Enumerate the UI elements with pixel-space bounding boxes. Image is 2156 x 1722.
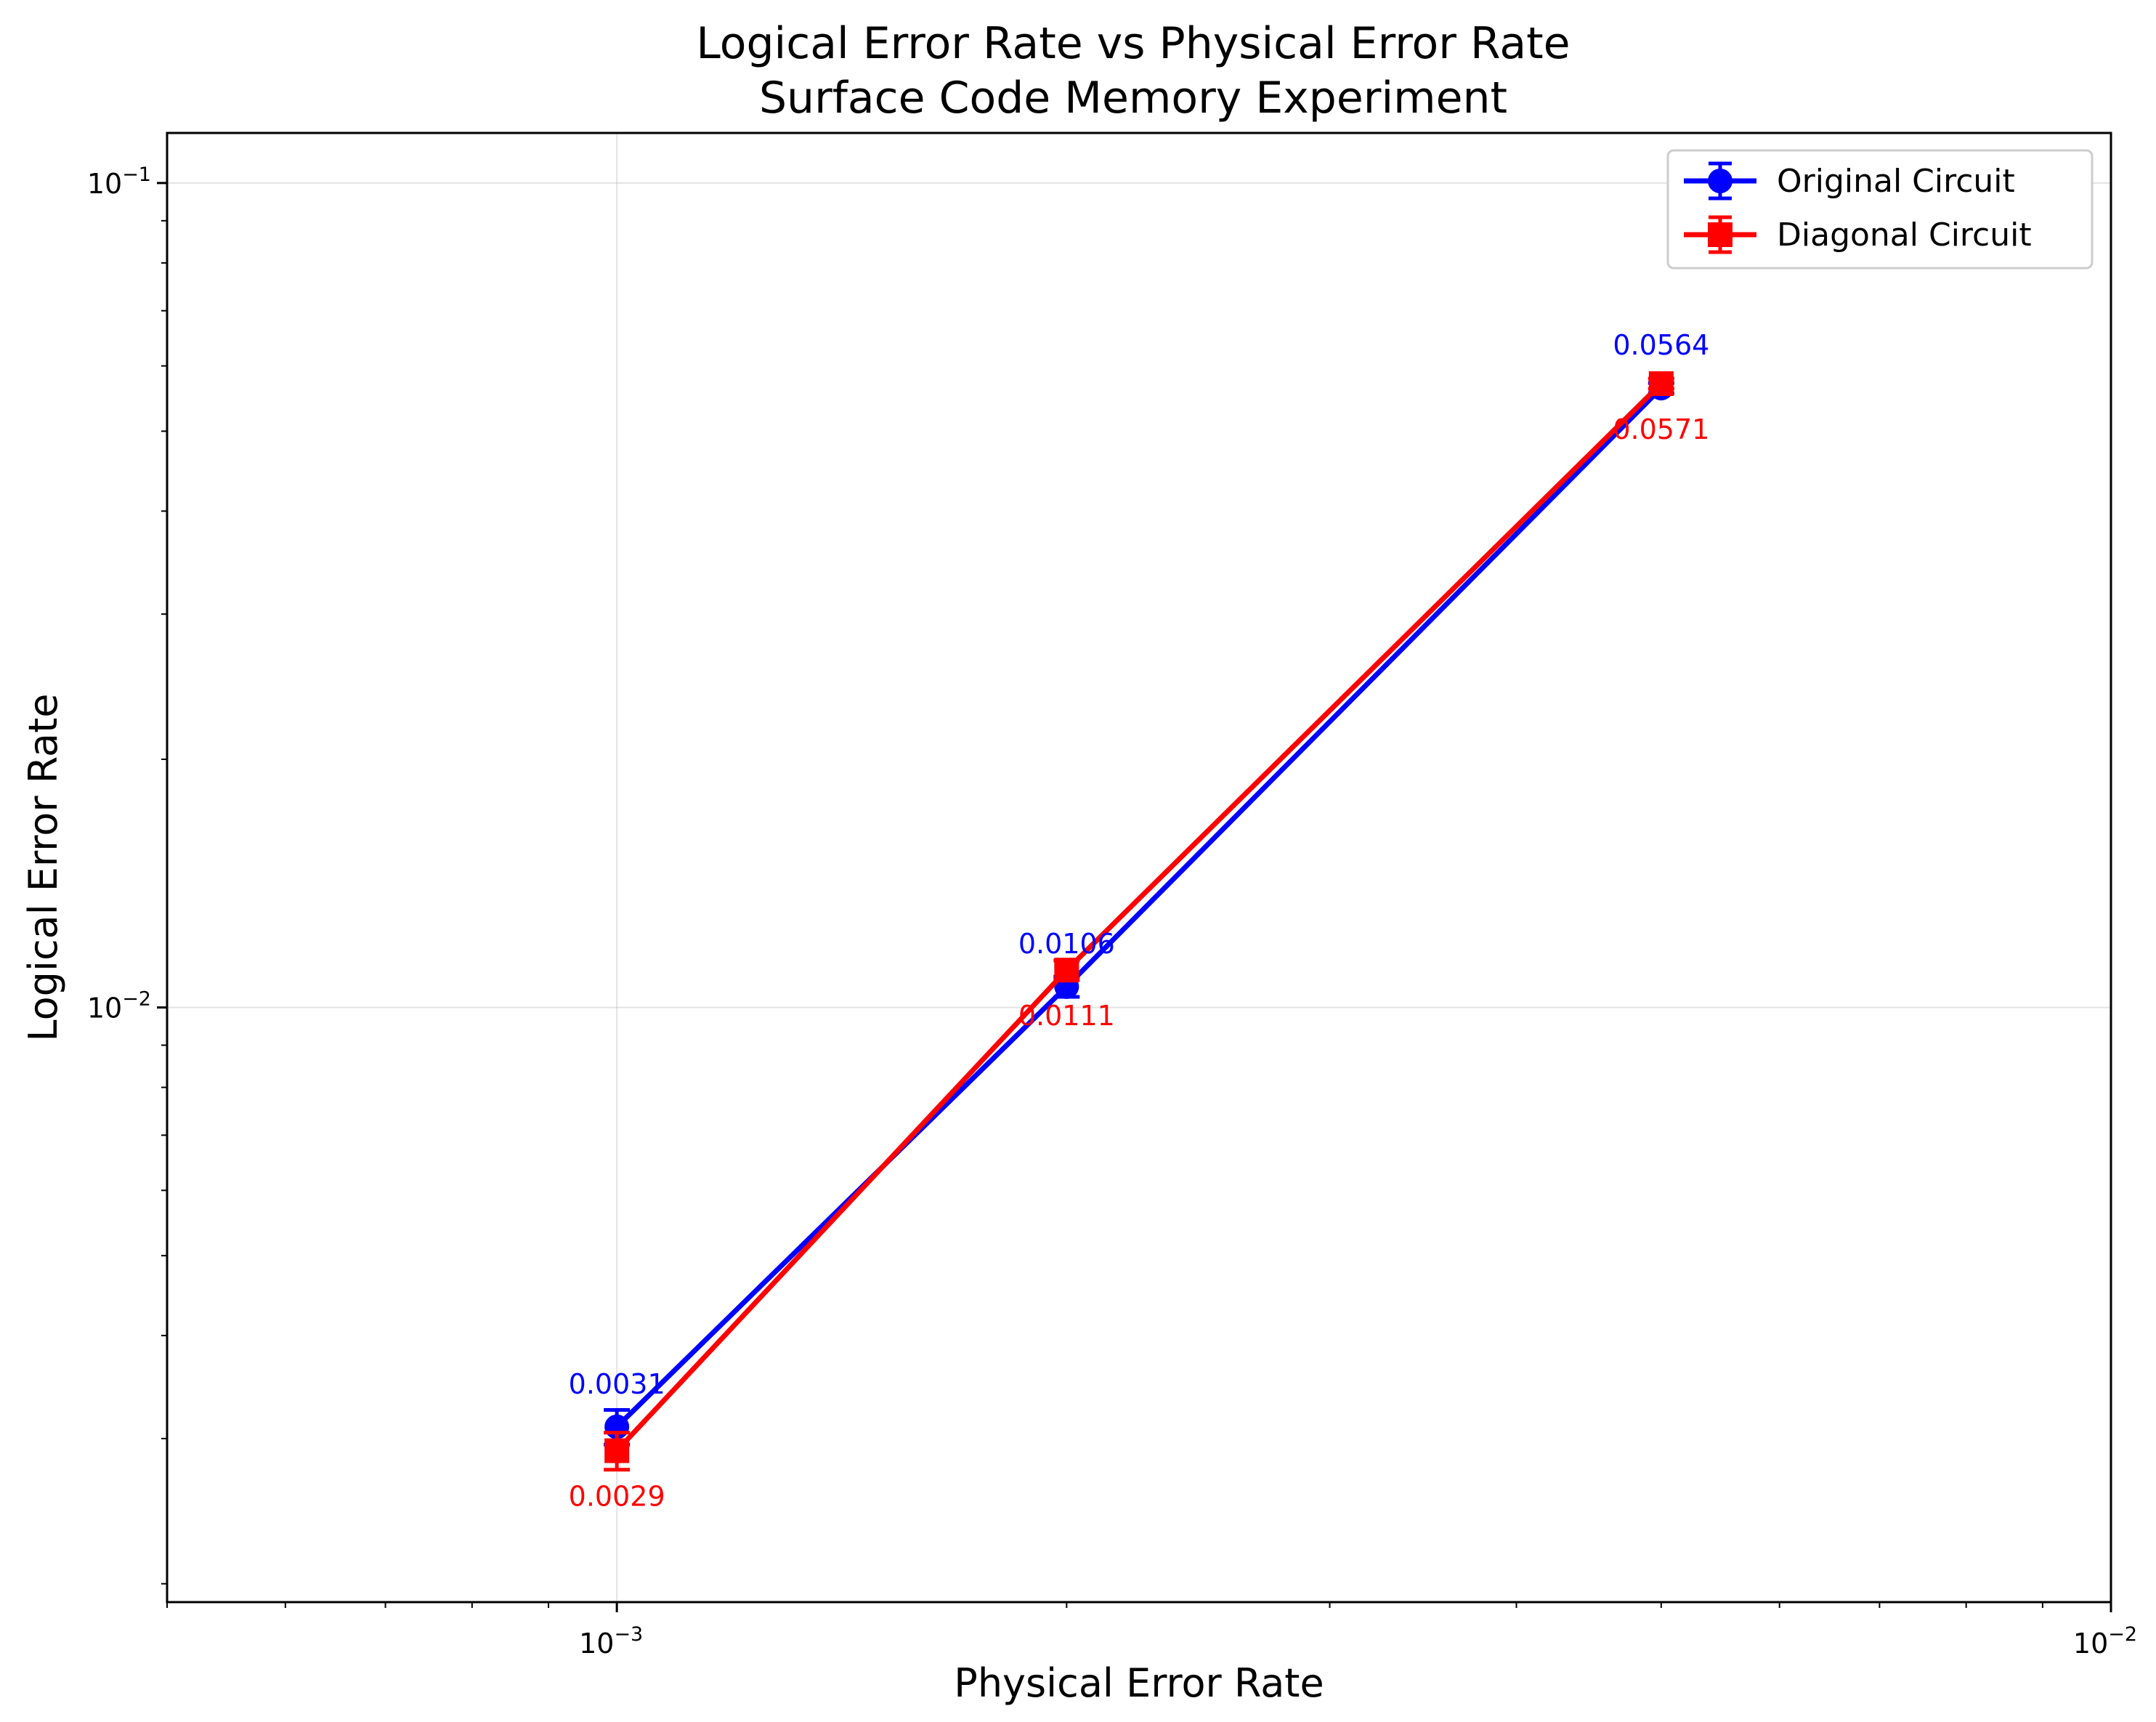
x-tick-label: 10−2 [2073, 1623, 2137, 1660]
x-tick-label-base: 10 [2073, 1628, 2108, 1660]
data-point-square [1648, 371, 1674, 397]
y-tick-label-exponent: −2 [122, 988, 151, 1011]
legend-box [1666, 149, 2094, 270]
data-label: 0.0111 [1018, 1000, 1115, 1032]
x-tick-label: 10−3 [579, 1623, 643, 1660]
y-tick-label-base: 10 [87, 168, 122, 200]
data-label: 0.0106 [1018, 928, 1115, 960]
y-axis-label: Logical Error Rate [20, 693, 66, 1041]
y-tick-label: 10−1 [87, 163, 151, 200]
data-labels: 0.0031 0.0106 0.0564 0.0029 0.0111 0.0571 [569, 329, 1710, 1513]
data-label: 0.0029 [569, 1481, 665, 1513]
x-axis-label: Physical Error Rate [954, 1660, 1324, 1706]
legend-entries: Original Circuit Diagonal Circuit [1684, 161, 2032, 254]
x-tick-label-exponent: −3 [614, 1623, 643, 1646]
legend-entry: Diagonal Circuit [1684, 215, 2032, 254]
series-diagonal [604, 371, 1674, 1472]
axis-ticks: 10−3 10−210−210−1 [87, 163, 2137, 1660]
legend-entry: Original Circuit [1684, 161, 2015, 201]
chart-title-line-2: Surface Code Memory Experiment [759, 73, 1507, 124]
y-tick-label: 10−2 [87, 988, 151, 1024]
plot-area-frame [166, 132, 2112, 1604]
data-label: 0.0571 [1613, 413, 1709, 445]
data-point-square [1054, 958, 1079, 983]
data-label: 0.0031 [569, 1368, 665, 1400]
legend-label: Original Circuit [1777, 163, 2015, 200]
y-tick-label-base: 10 [87, 993, 122, 1024]
data-series [604, 371, 1674, 1472]
legend: Original Circuit Diagonal Circuit [1666, 149, 2094, 270]
legend-label: Diagonal Circuit [1777, 217, 2032, 254]
legend-marker-circle [1708, 169, 1732, 193]
data-point-square [604, 1438, 630, 1463]
x-tick-label-exponent: −2 [2108, 1623, 2137, 1646]
chart-title-line-1: Logical Error Rate vs Physical Error Rat… [696, 18, 1570, 69]
legend-marker-square [1708, 222, 1732, 247]
y-tick-label-exponent: −1 [122, 163, 151, 186]
data-label: 0.0564 [1613, 329, 1709, 361]
x-tick-label-base: 10 [579, 1628, 614, 1660]
